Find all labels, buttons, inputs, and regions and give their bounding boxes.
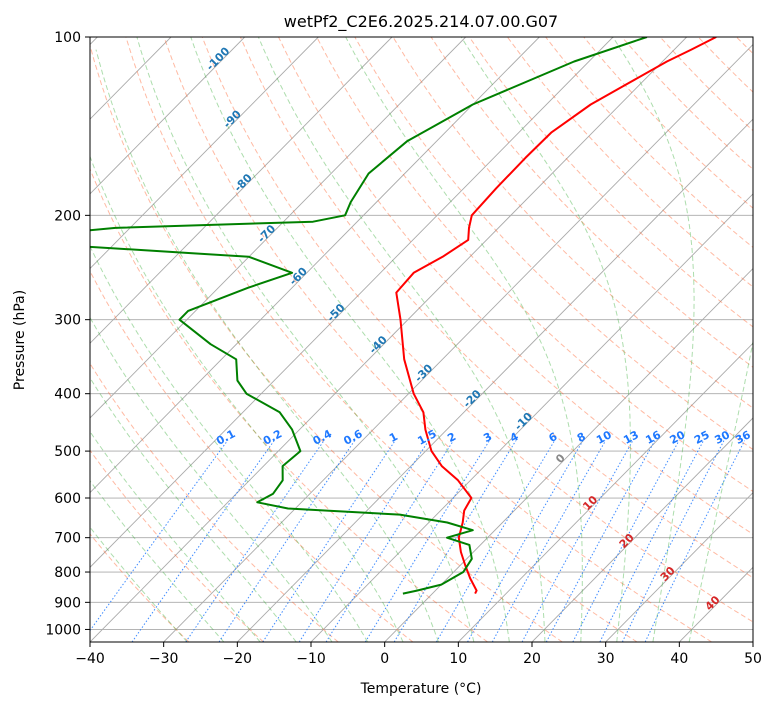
isotherm-line	[163, 43, 753, 642]
y-tick-label: 900	[54, 595, 81, 611]
mixing-ratio-label: 13	[621, 428, 641, 447]
isotherm-line	[90, 37, 246, 195]
moist-adiabat	[95, 49, 439, 642]
isotherm-line	[458, 342, 753, 642]
isotherm-line	[90, 37, 319, 270]
mixing-ratio-line	[262, 440, 396, 642]
isotherm-line	[237, 118, 753, 642]
dry-adiabat	[201, 37, 753, 623]
moist-adiabat	[90, 245, 369, 642]
y-tick-label: 500	[54, 444, 81, 460]
x-tick-label: 10	[449, 651, 467, 667]
y-tick-label: 700	[54, 531, 81, 547]
isotherm-line	[90, 37, 467, 419]
temperature-profile-line	[395, 37, 717, 595]
moist-adiabat	[190, 37, 510, 642]
y-tick-label: 200	[54, 208, 81, 224]
dry-adiabat	[90, 533, 190, 642]
dry-adiabat	[163, 37, 712, 642]
x-axis-label: Temperature (°C)	[360, 681, 482, 697]
isotherm-line	[90, 37, 688, 642]
y-tick-label: 600	[54, 491, 81, 507]
isotherm-line	[605, 491, 753, 642]
isotherm-line	[90, 37, 393, 344]
x-tick-label: 30	[597, 651, 615, 667]
y-tick-label: 100	[54, 30, 81, 46]
mixing-ratio-line	[572, 440, 680, 642]
moist-adiabat	[612, 37, 695, 642]
mixing-ratio-line	[521, 440, 634, 642]
moist-adiabat	[136, 37, 475, 642]
moist-adiabat	[90, 316, 333, 642]
dewpoint-profile-line	[90, 37, 648, 595]
dry-adiabat	[90, 167, 488, 642]
isotherm-line	[310, 193, 753, 642]
dry-adiabat	[90, 43, 563, 642]
mixing-ratio-line	[218, 440, 356, 642]
mixing-ratio-label: 36	[733, 428, 753, 447]
dry-adiabat	[278, 37, 753, 535]
plot-frame	[89, 36, 754, 643]
x-tick-label: −10	[296, 651, 326, 667]
dry-adiabat	[125, 37, 638, 642]
x-tick-label: 0	[380, 651, 389, 667]
moist-adiabat	[90, 526, 188, 642]
moist-adiabat	[257, 37, 546, 642]
moist-adiabat	[90, 376, 297, 642]
dry-adiabat	[354, 37, 753, 451]
x-tick-label: −40	[75, 651, 105, 667]
dry-adiabat	[468, 37, 753, 328]
x-tick-label: 40	[670, 651, 688, 667]
y-tick-label: 1000	[45, 622, 81, 638]
mixing-ratio-label: 30	[712, 428, 732, 447]
moist-adiabat	[90, 430, 261, 642]
moist-adiabat	[90, 155, 404, 642]
mixing-ratio-line	[644, 440, 746, 642]
isotherm-line	[384, 267, 753, 642]
y-tick-label: 400	[54, 387, 81, 403]
mixing-ratio-label: 25	[692, 428, 712, 447]
mixing-ratio-line	[325, 440, 454, 642]
mixing-ratio-line	[298, 440, 430, 642]
x-tick-label: −30	[149, 651, 179, 667]
moist-adiabat	[345, 37, 583, 642]
mixing-ratio-line	[364, 440, 490, 642]
mixing-ratio-line	[545, 440, 656, 642]
moist-adiabat	[460, 37, 631, 642]
mixing-ratio-label: 20	[668, 428, 688, 447]
dry-adiabat	[316, 37, 753, 493]
isotherm-line	[90, 37, 540, 494]
mixing-ratio-label: 10	[594, 428, 614, 447]
y-axis-label: Pressure (hPa)	[12, 290, 28, 390]
x-tick-label: 50	[744, 651, 762, 667]
mixing-ratio-line	[131, 440, 275, 642]
isotherm-line	[531, 417, 753, 642]
chart-title: wetPf2_C2E6.2025.214.07.00.G07	[284, 12, 558, 32]
dry-adiabat	[239, 37, 753, 579]
mixing-ratio-line	[185, 440, 325, 642]
moist-adiabat	[688, 339, 753, 642]
x-tick-label: −20	[223, 651, 253, 667]
mixing-ratio-label: 16	[643, 428, 663, 447]
mixing-ratio-line	[435, 440, 556, 642]
mixing-ratio-line	[599, 440, 704, 642]
x-tick-label: 20	[523, 651, 541, 667]
dry-adiabat	[392, 37, 753, 409]
isotherm-line	[90, 37, 614, 568]
moist-adiabat	[90, 480, 225, 642]
y-tick-label: 800	[54, 565, 81, 581]
dry-adiabat	[90, 270, 414, 642]
y-tick-label: 300	[54, 313, 81, 329]
mixing-ratio-line	[393, 440, 517, 642]
